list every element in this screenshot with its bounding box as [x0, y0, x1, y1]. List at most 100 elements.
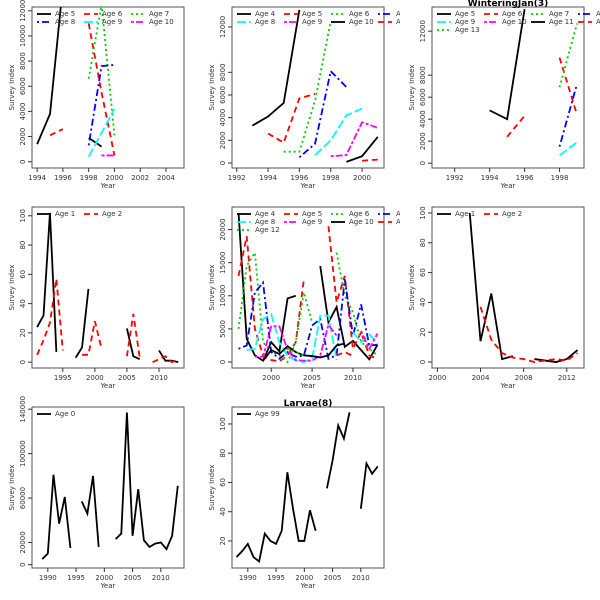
- x-tick-label: 1990: [239, 574, 257, 582]
- legend-label: Age 7: [549, 10, 569, 18]
- x-tick-label: 1996: [54, 174, 72, 182]
- y-tick-label: 80: [419, 238, 427, 247]
- series-group: [36, 7, 116, 158]
- y-tick-label: 8000: [19, 52, 27, 70]
- legend-label: Age 11: [549, 18, 574, 26]
- legend-label: Age 10: [149, 18, 174, 26]
- series-group: [237, 212, 379, 364]
- legend-label: Age 1: [55, 210, 75, 218]
- legend-label: Age 12: [596, 18, 600, 26]
- series-line-age-99: [359, 460, 379, 509]
- legend-label: Age 11: [396, 18, 421, 26]
- y-axis-label: Survey Index: [8, 265, 16, 311]
- y-tick-label: 10000: [19, 25, 27, 47]
- legend-label: Age 5: [302, 10, 322, 18]
- x-tick-label: 2000: [95, 574, 113, 582]
- series-line-age-6: [558, 57, 578, 116]
- legend-label: Age 12: [255, 226, 280, 234]
- x-tick-label: 1996: [516, 174, 534, 182]
- series-line-age-5: [237, 235, 305, 363]
- y-tick-label: 8000: [219, 63, 227, 81]
- y-axis-label: Survey Index: [8, 465, 16, 511]
- series-line-age-11: [336, 351, 354, 357]
- series-line-age-6: [237, 249, 313, 364]
- series-line-age-7: [87, 7, 116, 136]
- series-line-age-6: [335, 252, 379, 357]
- legend-label: Age 10: [349, 218, 374, 226]
- plot-frame: [31, 406, 185, 569]
- series-line-age-6: [49, 128, 64, 137]
- series-group: [235, 412, 379, 564]
- x-tick-label: 2008: [515, 374, 533, 382]
- y-tick-label: 60: [419, 268, 427, 277]
- y-tick-label: 2000: [219, 131, 227, 149]
- legend-label: Age 5: [302, 210, 322, 218]
- legend-label: Age 0: [55, 410, 75, 418]
- x-tick-label: 2005: [303, 374, 321, 382]
- series-line-age-0: [41, 474, 72, 560]
- y-tick-label: 6000: [419, 88, 427, 106]
- x-tick-label: 1992: [228, 174, 246, 182]
- x-tick-label: 2010: [344, 374, 362, 382]
- series-line-age-10: [346, 136, 379, 163]
- x-tick-label: 2002: [131, 174, 149, 182]
- y-tick-label: 15000: [219, 252, 227, 274]
- x-tick-label: 2000: [353, 174, 371, 182]
- y-tick-label: 0: [19, 562, 27, 566]
- legend-label: Age 8: [255, 18, 275, 26]
- legend-label: Age 2: [102, 210, 122, 218]
- y-axis-label: Survey Index: [408, 65, 416, 111]
- x-tick-label: 2010: [150, 374, 168, 382]
- series-line-age-1: [468, 212, 514, 361]
- series-line-age-1: [158, 349, 179, 364]
- x-tick-label: 2005: [124, 574, 142, 582]
- plot-frame: [431, 206, 585, 369]
- series-line-age-99: [235, 472, 317, 564]
- x-tick-label: 2004: [472, 374, 490, 382]
- legend-label: Age 5: [455, 10, 475, 18]
- legend-label: Age 11: [396, 218, 421, 226]
- series-group: [489, 9, 578, 157]
- series-line-age-6: [283, 21, 332, 153]
- x-tick-label: 1992: [446, 174, 464, 182]
- series-line-age-8: [314, 107, 363, 156]
- y-tick-label: 60: [19, 270, 27, 279]
- y-tick-label: 20: [419, 328, 427, 337]
- y-axis-label: Survey Index: [408, 265, 416, 311]
- series-line-age-8: [558, 83, 578, 147]
- legend-label: Age 6: [502, 10, 523, 18]
- series-line-age-1: [74, 288, 90, 359]
- x-tick-label: 2000: [295, 574, 313, 582]
- legend-label: Age 9: [302, 218, 322, 226]
- y-tick-label: 100: [219, 417, 227, 430]
- legend-label: Age 6: [349, 210, 370, 218]
- panel-7: 1990 1995 2000 2005 2010 0 20000 60000 100000 140…: [8, 396, 185, 590]
- legend-label: Age 6: [349, 10, 370, 18]
- legend-label: Age 1: [455, 210, 475, 218]
- y-tick-label: 2000: [19, 128, 27, 146]
- y-axis-label: Survey Index: [208, 465, 216, 511]
- x-tick-label: 1995: [267, 574, 285, 582]
- series-line-age-2: [36, 278, 64, 356]
- y-tick-label: 40: [419, 298, 427, 307]
- series-line-age-9: [254, 322, 338, 362]
- y-tick-label: 20000: [19, 531, 27, 553]
- y-tick-label: 80: [219, 449, 227, 458]
- series-line-age-1: [36, 212, 58, 352]
- series-line-age-7: [298, 69, 348, 159]
- series-line-age-0: [80, 475, 100, 547]
- series-line-age-9: [558, 141, 578, 157]
- series-line-age-8: [246, 312, 338, 363]
- series-line-age-99: [326, 412, 351, 489]
- x-tick-label: 1994: [28, 174, 46, 182]
- y-tick-label: 12000: [19, 0, 27, 22]
- legend-label: Age 8: [596, 10, 600, 18]
- x-tick-label: 2000: [262, 374, 280, 382]
- series-line-age-2: [126, 313, 141, 358]
- series-line-age-2: [479, 306, 579, 363]
- y-tick-label: 12000: [219, 16, 227, 38]
- x-axis-label: Year: [300, 582, 316, 590]
- series-line-age-9: [330, 121, 379, 158]
- series-line-age-4: [237, 212, 297, 363]
- legend-label: Age 8: [55, 18, 75, 26]
